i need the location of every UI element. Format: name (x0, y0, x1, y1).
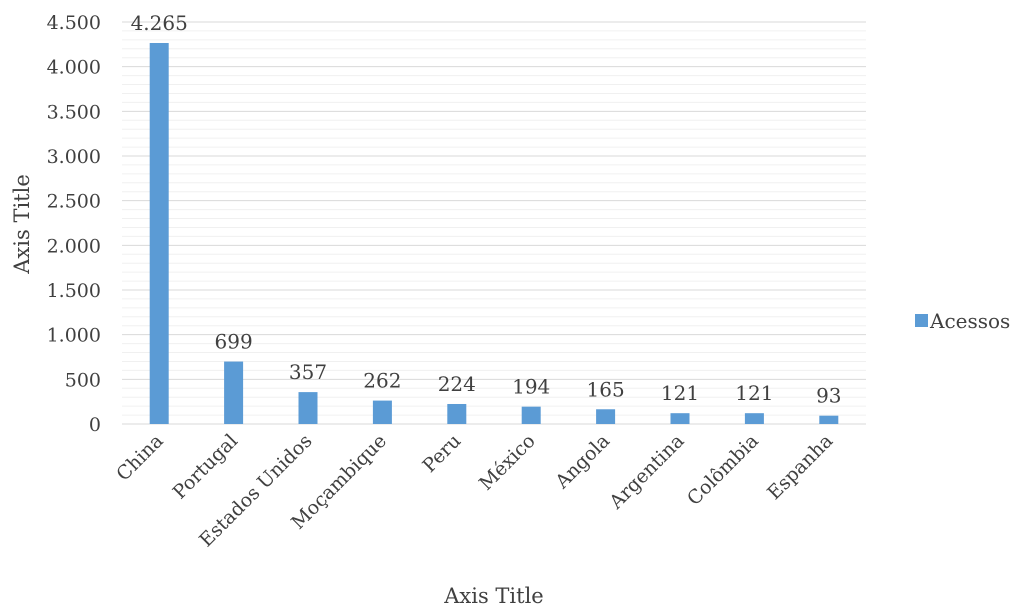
legend-label: Acessos (929, 309, 1010, 333)
x-tick-label: Colômbia (683, 430, 763, 510)
x-tick-label: Argentina (605, 430, 689, 514)
y-axis-ticks: 0 500 1.000 1.500 2.000 2.500 3.000 3.500 4.000 4… (47, 12, 101, 436)
y-tick-label: 0 (89, 414, 101, 436)
data-label: 121 (661, 381, 699, 405)
y-tick-label: 2.000 (47, 235, 101, 257)
bar (671, 413, 690, 424)
data-label: 262 (363, 369, 401, 393)
bar (522, 407, 541, 424)
y-tick-label: 1.000 (47, 325, 101, 347)
y-tick-label: 2.500 (47, 191, 101, 213)
x-tick-label: Portugal (169, 430, 243, 504)
legend-swatch (915, 314, 928, 327)
bar (447, 404, 466, 424)
y-tick-label: 4.500 (47, 12, 101, 34)
x-tick-label: Angola (551, 430, 615, 494)
data-label: 4.265 (131, 11, 188, 35)
data-label: 165 (587, 377, 625, 401)
data-label: 194 (512, 375, 550, 399)
data-label: 224 (438, 372, 476, 396)
x-axis-title: Axis Title (443, 584, 543, 608)
legend: Acessos (915, 309, 1010, 333)
bar (150, 43, 169, 424)
gridlines (122, 22, 866, 415)
y-tick-label: 500 (65, 369, 101, 391)
y-tick-label: 1.500 (47, 280, 101, 302)
bar (745, 413, 764, 424)
x-tick-label: Espanha (763, 430, 837, 504)
data-label: 121 (735, 381, 773, 405)
x-tick-label: Peru (418, 430, 465, 477)
bar (819, 416, 838, 424)
y-tick-label: 4.000 (47, 57, 101, 79)
x-tick-label: México (475, 430, 540, 495)
data-label: 699 (215, 330, 253, 354)
bar (299, 392, 318, 424)
y-tick-label: 3.500 (47, 101, 101, 123)
x-tick-label: China (112, 430, 167, 485)
bar (224, 362, 243, 424)
data-label: 93 (816, 384, 841, 408)
y-axis-title: Axis Title (10, 174, 34, 274)
bars (150, 43, 839, 424)
data-label: 357 (289, 360, 327, 384)
bar (373, 401, 392, 424)
bar (596, 409, 615, 424)
y-tick-label: 3.000 (47, 146, 101, 168)
